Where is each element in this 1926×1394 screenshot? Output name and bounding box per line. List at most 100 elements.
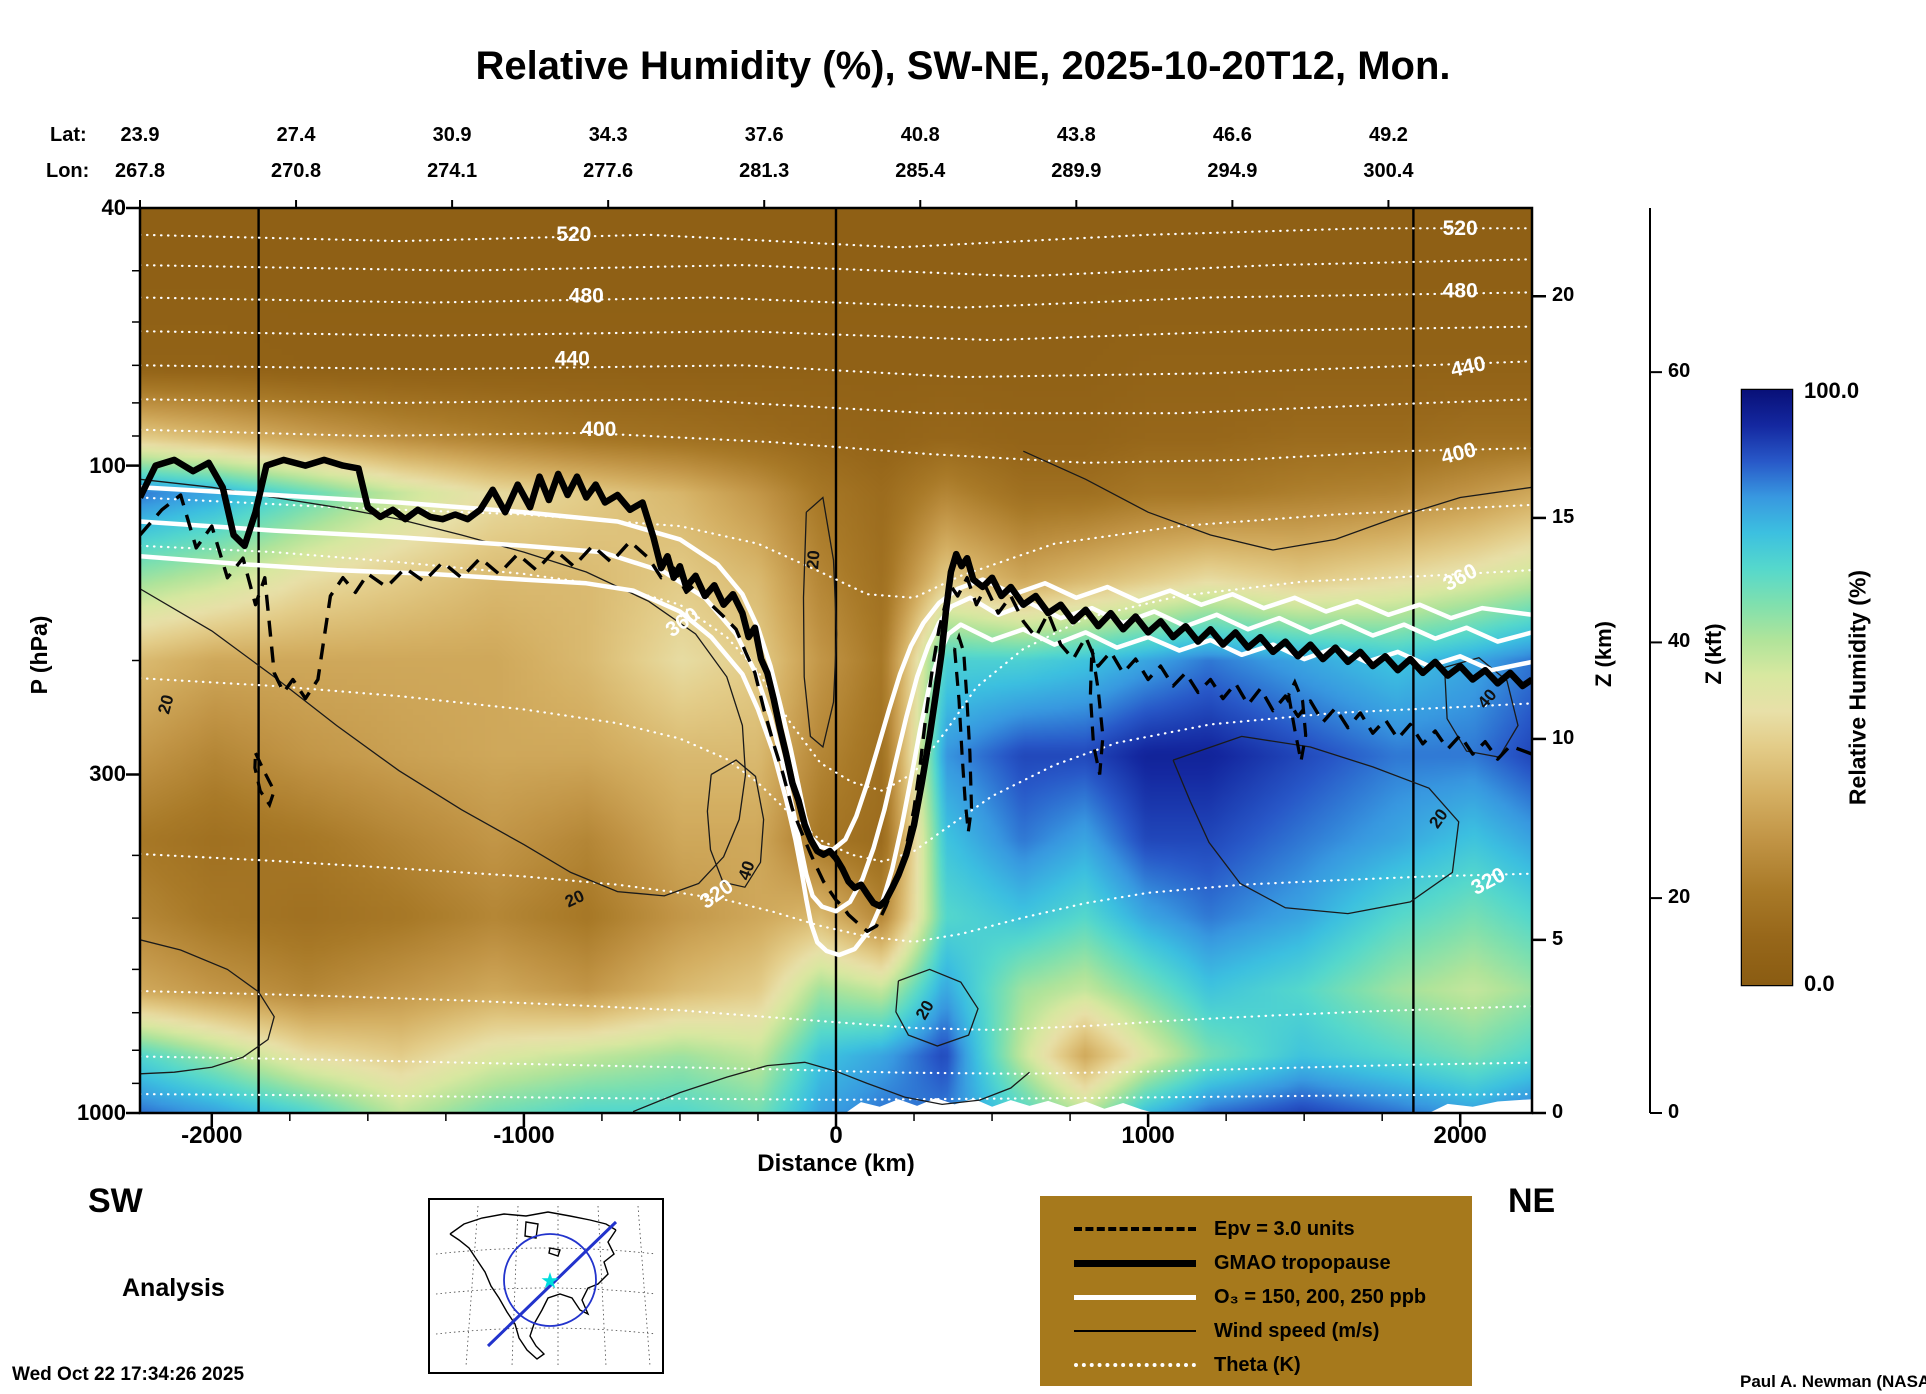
pressure-tick-label: 40 <box>101 195 126 220</box>
epv-contour <box>1088 648 1105 775</box>
cross-section-plot: 520 520 480 480 440 440 400 400 360 360 320 320 20 20… <box>140 208 1532 1113</box>
chart-title: Relative Humidity (%), SW-NE, 2025-10-20… <box>475 44 1451 88</box>
terrain-mask <box>845 1098 1155 1113</box>
zkm-axis-title: Z (km) <box>1591 621 1616 687</box>
tropopause-line-sample <box>1074 1259 1196 1267</box>
lat-value: 34.3 <box>588 124 628 146</box>
terrain-mask <box>1429 1099 1532 1113</box>
lon-value: 267.8 <box>114 160 166 182</box>
theta-contour-label: 400 <box>581 418 616 441</box>
theta-contour-label: 480 <box>1443 280 1478 303</box>
wind-contour-label: 40 <box>1474 685 1501 712</box>
legend-label: O₃ = 150, 200, 250 ppb <box>1214 1285 1427 1308</box>
zkft-tick-label: 60 <box>1668 360 1691 383</box>
pressure-axis-title: P (hPa) <box>26 615 52 695</box>
pressure-tick-label: 300 <box>89 761 126 787</box>
wind-contour <box>140 939 275 1075</box>
lon-value: 294.9 <box>1207 160 1258 182</box>
wind-contour-label: 40 <box>734 858 758 882</box>
theta-contour-label: 360 <box>1439 559 1481 596</box>
transect-star: ★ <box>540 1268 560 1293</box>
lon-value: 277.6 <box>583 160 634 182</box>
lat-value: 49.2 <box>1368 124 1408 146</box>
colorbar-min-label: 0.0 <box>1804 971 1835 996</box>
legend-item-epv: Epv = 3.0 units <box>1074 1212 1472 1246</box>
legend-item-ozone: O₃ = 150, 200, 250 ppb <box>1074 1280 1472 1314</box>
theta-contour-label: 520 <box>1443 217 1478 240</box>
wind-contour-label: 20 <box>803 549 824 570</box>
lat-value: 46.6 <box>1212 124 1252 146</box>
zkft-axis-title: Z (kft) <box>1701 623 1726 685</box>
lat-value: 43.8 <box>1056 124 1096 146</box>
lat-value: 30.9 <box>432 124 472 146</box>
corner-label-ne: NE <box>1508 1182 1556 1220</box>
legend-item-theta: Theta (K) <box>1074 1348 1472 1382</box>
lat-row-label: Lat: <box>50 124 87 146</box>
distance-tick-label: 0 <box>829 1122 843 1149</box>
ozone-line-sample <box>1074 1294 1196 1300</box>
theta-line-sample <box>1074 1363 1196 1367</box>
lon-value: 300.4 <box>1363 160 1414 182</box>
lon-value: 270.8 <box>271 160 322 182</box>
graticule <box>435 1205 657 1367</box>
wind-line-sample <box>1074 1330 1196 1332</box>
legend: Epv = 3.0 units GMAO tropopause O₃ = 150… <box>1040 1196 1472 1386</box>
wind-contour-label: 20 <box>154 693 177 716</box>
legend-label: Theta (K) <box>1214 1353 1301 1376</box>
transect-line <box>486 1220 618 1348</box>
legend-item-tropopause: GMAO tropopause <box>1074 1246 1472 1280</box>
theta-contour-label: 440 <box>555 347 590 370</box>
wind-contour-label: 20 <box>562 886 587 911</box>
theta-contour-label: 480 <box>569 285 604 308</box>
zkft-tick-label: 0 <box>1668 1101 1680 1123</box>
lat-value: 23.9 <box>120 124 160 146</box>
zkft-tick-label: 40 <box>1668 630 1691 653</box>
distance-tick-label: 2000 <box>1433 1122 1487 1149</box>
lat-value: 27.4 <box>276 124 316 146</box>
timestamp: Wed Oct 22 17:34:26 2025 <box>12 1364 245 1385</box>
epv-contour <box>1287 678 1308 762</box>
inset-map: ★ <box>428 1198 664 1374</box>
pressure-tick-label: 1000 <box>77 1100 126 1125</box>
wind-contour <box>802 496 838 749</box>
colorbar-title: Relative Humidity (%) <box>1844 569 1871 806</box>
legend-label: GMAO tropopause <box>1214 1251 1391 1274</box>
zkm-tick-label: 0 <box>1552 1101 1564 1123</box>
epv-contour <box>953 632 974 833</box>
theta-contour-label: 320 <box>1467 863 1509 900</box>
legend-label: Epv = 3.0 units <box>1214 1217 1355 1240</box>
lon-value: 289.9 <box>1051 160 1102 182</box>
inset-map-svg: ★ <box>435 1205 657 1367</box>
zkm-tick-label: 10 <box>1552 726 1575 749</box>
analysis-label: Analysis <box>122 1274 225 1302</box>
lon-value: 285.4 <box>895 160 946 182</box>
colorbar-max-label: 100.0 <box>1804 378 1860 403</box>
zkm-tick-label: 15 <box>1552 505 1575 528</box>
transect-circle <box>503 1233 597 1327</box>
colorbar <box>1742 390 1792 985</box>
lon-row-label: Lon: <box>46 160 90 182</box>
wind-contour <box>1172 735 1460 915</box>
lat-value: 40.8 <box>900 124 940 146</box>
epv-line-sample <box>1074 1227 1196 1231</box>
zkft-tick-label: 20 <box>1668 886 1691 909</box>
lat-value: 37.6 <box>744 124 784 146</box>
zkm-tick-label: 5 <box>1552 927 1564 950</box>
lon-value: 281.3 <box>739 160 790 182</box>
theta-contour-label: 440 <box>1449 352 1488 382</box>
zkm-tick-label: 20 <box>1552 284 1575 307</box>
distance-axis-title: Distance (km) <box>757 1150 915 1177</box>
distance-tick-label: -1000 <box>493 1122 555 1149</box>
distance-tick-label: 1000 <box>1121 1122 1175 1149</box>
theta-contour-label: 400 <box>1439 438 1479 469</box>
distance-tick-label: -2000 <box>181 1122 243 1149</box>
coastline <box>449 1211 617 1360</box>
wind-contour-label: 20 <box>912 997 938 1023</box>
legend-item-wind: Wind speed (m/s) <box>1074 1314 1472 1348</box>
corner-label-sw: SW <box>88 1182 143 1220</box>
credit: Paul A. Newman (NASA <box>1740 1372 1926 1391</box>
theta-contour-label: 520 <box>556 223 591 246</box>
legend-label: Wind speed (m/s) <box>1214 1319 1380 1342</box>
